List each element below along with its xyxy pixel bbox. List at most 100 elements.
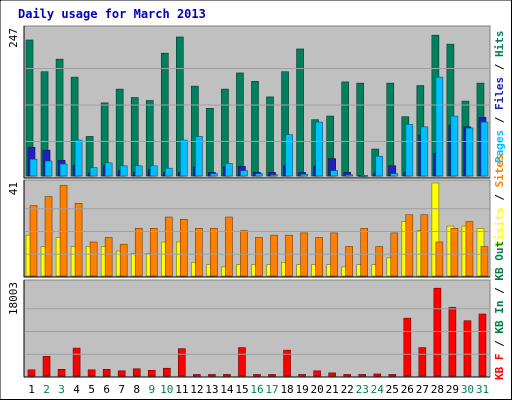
middle-legend: Visits / Sites bbox=[493, 154, 506, 247]
kbf-bar-24 bbox=[373, 373, 382, 377]
x-tick-label: 25 bbox=[386, 383, 399, 396]
x-tick-label: 5 bbox=[88, 383, 95, 396]
pages-bar-19 bbox=[300, 173, 308, 177]
kbf-bar-8 bbox=[132, 368, 141, 377]
pages-bar-21 bbox=[330, 170, 338, 177]
x-tick-label: 14 bbox=[220, 383, 234, 396]
x-tick-label: 16 bbox=[250, 383, 263, 396]
x-tick-label: 6 bbox=[103, 383, 110, 396]
bottom-legend: KB F / KB In / KB Out bbox=[493, 241, 506, 380]
x-tick-label: 19 bbox=[295, 383, 308, 396]
pages-bar-3 bbox=[59, 163, 68, 177]
hits-bar-23 bbox=[356, 82, 365, 177]
pages-bar-20 bbox=[315, 121, 323, 177]
x-tick-label: 2 bbox=[43, 383, 50, 396]
middle-bars bbox=[25, 182, 489, 277]
x-tick-label: 22 bbox=[341, 383, 354, 396]
x-tick-label: 17 bbox=[265, 383, 278, 396]
pages-bar-11 bbox=[180, 139, 188, 177]
x-tick-label: 18 bbox=[280, 383, 293, 396]
sites-bar-17 bbox=[270, 234, 278, 277]
top-legend: Pages / Files / Hits bbox=[493, 31, 506, 164]
pages-bar-18 bbox=[285, 134, 293, 177]
sites-bar-12 bbox=[195, 228, 203, 277]
x-tick-label: 13 bbox=[205, 383, 218, 396]
kbf-bar-9 bbox=[147, 370, 156, 377]
top-ymax-label: 247 bbox=[7, 28, 20, 48]
hits-bar-10 bbox=[160, 52, 169, 177]
kbf-bar-11 bbox=[178, 348, 186, 377]
x-tick-label: 3 bbox=[58, 383, 65, 396]
x-tick-label: 10 bbox=[160, 383, 173, 396]
sites-bar-13 bbox=[210, 228, 218, 277]
kbf-bar-28 bbox=[433, 287, 442, 377]
kbf-bar-29 bbox=[448, 306, 457, 377]
kbf-bar-4 bbox=[72, 347, 81, 377]
kbf-bar-7 bbox=[117, 370, 126, 377]
hits-bar-22 bbox=[341, 81, 349, 177]
kbf-bar-25 bbox=[388, 374, 397, 377]
sites-bar-9 bbox=[149, 228, 158, 277]
kbf-bar-12 bbox=[193, 374, 201, 377]
sites-bar-20 bbox=[315, 237, 323, 277]
sites-bar-15 bbox=[240, 230, 248, 277]
x-tick-label: 27 bbox=[416, 383, 429, 396]
kbf-bar-22 bbox=[343, 374, 351, 377]
sites-bar-3 bbox=[59, 184, 68, 277]
x-tick-label: 30 bbox=[461, 383, 474, 396]
pages-bar-15 bbox=[240, 170, 248, 177]
x-tick-label: 12 bbox=[190, 383, 203, 396]
sites-bar-2 bbox=[44, 196, 53, 277]
kbf-bar-21 bbox=[328, 372, 336, 377]
sites-bar-5 bbox=[89, 241, 98, 277]
pages-bar-8 bbox=[134, 165, 143, 177]
hits-bar-25 bbox=[386, 82, 395, 177]
pages-bar-29 bbox=[450, 115, 459, 177]
kbf-bar-26 bbox=[403, 317, 412, 377]
sites-bar-26 bbox=[405, 214, 414, 277]
pages-bar-30 bbox=[465, 127, 474, 177]
x-tick-label: 28 bbox=[431, 383, 444, 396]
hits-bar-7 bbox=[115, 88, 124, 177]
kbf-bar-1 bbox=[27, 369, 36, 377]
pages-bar-1 bbox=[29, 158, 38, 177]
sites-bar-31 bbox=[480, 246, 489, 277]
kbf-bar-6 bbox=[102, 368, 111, 377]
pages-bar-25 bbox=[390, 173, 399, 177]
pages-bar-10 bbox=[164, 167, 173, 177]
kbf-bar-16 bbox=[253, 374, 261, 377]
middle-ymax-label: 41 bbox=[7, 182, 20, 195]
kbf-bar-20 bbox=[313, 370, 321, 377]
sites-bar-16 bbox=[255, 237, 263, 277]
pages-bar-26 bbox=[405, 124, 414, 177]
pages-bar-24 bbox=[375, 155, 384, 177]
x-tick-label: 26 bbox=[401, 383, 414, 396]
kbf-bar-18 bbox=[283, 349, 291, 377]
pages-bar-22 bbox=[345, 174, 353, 177]
kbf-bar-17 bbox=[268, 374, 276, 377]
kbf-bar-5 bbox=[87, 369, 96, 377]
sites-bar-6 bbox=[104, 237, 113, 277]
sites-bar-29 bbox=[450, 228, 459, 277]
pages-bar-23 bbox=[360, 175, 369, 177]
x-tick-label: 1 bbox=[28, 383, 35, 396]
x-axis-labels: 1 2 3 4 5 6 7 8 9 10 11 12 13 14 15 16 17 18 19 20 21 22 23 24 2… bbox=[28, 383, 489, 396]
top-bars bbox=[25, 34, 489, 177]
pages-bar-12 bbox=[195, 136, 203, 177]
x-tick-label: 7 bbox=[118, 383, 125, 396]
sites-bar-18 bbox=[285, 234, 293, 277]
chart-title: Daily usage for March 2013 bbox=[18, 7, 206, 21]
kbf-bar-19 bbox=[298, 374, 306, 377]
visits-bar-28 bbox=[431, 182, 440, 277]
pages-bar-16 bbox=[255, 173, 263, 177]
kbf-bar-3 bbox=[57, 368, 66, 377]
x-tick-label: 4 bbox=[73, 383, 80, 396]
sites-bar-23 bbox=[360, 228, 369, 277]
hits-bar-3 bbox=[55, 58, 64, 177]
bottom-bars bbox=[27, 287, 487, 377]
x-tick-label: 15 bbox=[235, 383, 248, 396]
kbf-bar-30 bbox=[463, 320, 472, 377]
